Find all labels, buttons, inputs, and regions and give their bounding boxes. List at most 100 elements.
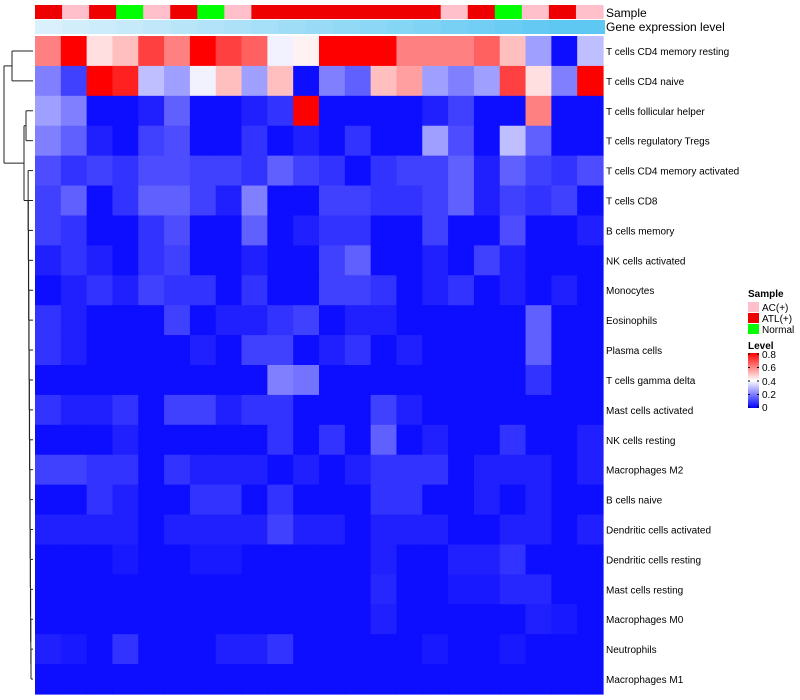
sample-annotation-cell: [467, 5, 496, 19]
heatmap-cell: [293, 484, 320, 516]
heatmap-cell: [35, 305, 62, 336]
heatmap-cell: [525, 424, 552, 456]
sample-annotation-cell: [332, 5, 361, 19]
legend-level-title: Level: [748, 341, 774, 352]
heatmap-cell: [112, 36, 139, 67]
expression-annotation-cell: [89, 20, 117, 34]
heatmap-cell: [525, 394, 552, 426]
heatmap-cell: [241, 36, 268, 67]
heatmap-cell: [138, 215, 165, 246]
heatmap-cell: [241, 95, 268, 127]
sample-annotation-cell: [548, 5, 577, 19]
heatmap-cell: [577, 95, 604, 127]
heatmap-cell: [525, 95, 552, 127]
expression-annotation-cell: [467, 20, 496, 34]
heatmap-cell: [164, 394, 191, 426]
heatmap-cell: [112, 454, 139, 486]
heatmap-cell: [164, 365, 191, 396]
heatmap-cell: [215, 424, 243, 456]
heatmap-cell: [525, 275, 552, 306]
heatmap-cell: [448, 454, 475, 486]
heatmap-cell: [138, 664, 165, 695]
legend-swatch-ac: [748, 302, 759, 312]
heatmap-cell: [35, 125, 62, 157]
heatmap-cell: [344, 335, 372, 366]
heatmap-cell: [267, 215, 294, 246]
heatmap-cell: [60, 245, 88, 276]
heatmap-cell: [344, 424, 372, 456]
heatmap-cell: [551, 215, 578, 246]
heatmap-cell: [448, 424, 475, 456]
heatmap-cell: [370, 514, 398, 546]
heatmap-cell: [60, 155, 88, 187]
heatmap-cell: [344, 275, 372, 306]
heatmap-cell: [293, 514, 320, 546]
heatmap-cell: [60, 365, 88, 396]
heatmap-cell: [164, 544, 191, 575]
expression-annotation-cell: [548, 20, 577, 34]
heatmap-cell: [396, 484, 423, 516]
heatmap-cell: [319, 604, 346, 635]
heatmap-cell: [370, 664, 398, 695]
heatmap-cell: [499, 394, 527, 426]
heatmap-cell: [319, 215, 346, 246]
heatmap-cell: [267, 574, 294, 605]
expression-annotation-cell: [440, 20, 469, 34]
heatmap-cell: [577, 335, 604, 366]
heatmap-cell: [293, 634, 320, 665]
heatmap-cell: [112, 215, 139, 246]
expression-annotation-cell: [197, 20, 225, 34]
expression-annotation-cell: [224, 20, 252, 34]
heatmap-cell: [86, 36, 114, 67]
heatmap-cell: [370, 65, 398, 97]
heatmap-cell: [396, 424, 423, 456]
heatmap-cell: [241, 664, 268, 695]
heatmap-cell: [396, 275, 423, 306]
heatmap-cell: [396, 245, 423, 276]
heatmap-cell: [112, 275, 139, 306]
heatmap-cell: [344, 394, 372, 426]
heatmap-cell: [138, 394, 165, 426]
heatmap-cell: [525, 574, 552, 605]
heatmap-cell: [293, 95, 320, 127]
heatmap-cell: [267, 484, 294, 516]
heatmap-cell: [293, 664, 320, 695]
heatmap-cell: [344, 305, 372, 336]
heatmap-cell: [448, 335, 475, 366]
heatmap-cell: [35, 484, 62, 516]
heatmap-cell: [138, 514, 165, 546]
heatmap-cell: [189, 484, 217, 516]
legend-color-bar: [748, 353, 759, 408]
heatmap-cell: [241, 125, 268, 157]
heatmap-cell: [241, 544, 268, 575]
heatmap-cell: [215, 634, 243, 665]
heatmap-cell: [86, 484, 114, 516]
heatmap-cell: [189, 305, 217, 336]
heatmap-cell: [370, 155, 398, 187]
heatmap-cell: [112, 335, 139, 366]
heatmap-cell: [473, 65, 501, 97]
heatmap-cell: [473, 484, 501, 516]
heatmap-cell: [86, 544, 114, 575]
heatmap-cell: [267, 185, 294, 217]
heatmap-cell: [35, 335, 62, 366]
row-label: T cells CD8: [606, 197, 658, 208]
heatmap-cell: [577, 424, 604, 456]
heatmap-cell: [319, 155, 346, 187]
heatmap-cell: [396, 155, 423, 187]
heatmap-cell: [164, 125, 191, 157]
heatmap-cell: [448, 574, 475, 605]
heatmap-cell: [319, 664, 346, 695]
sample-annotation-cell: [143, 5, 171, 19]
row-label: NK cells resting: [606, 436, 675, 447]
row-label: T cells CD4 memory activated: [606, 167, 739, 178]
heatmap-cell: [267, 65, 294, 97]
sample-annotation-cell: [89, 5, 117, 19]
heatmap-cell: [60, 664, 88, 695]
heatmap-cell: [551, 574, 578, 605]
track-label-sample: Sample: [606, 6, 647, 20]
expression-annotation-cell: [575, 20, 604, 34]
heatmap-cell: [35, 245, 62, 276]
heatmap-cell: [267, 125, 294, 157]
heatmap-cell: [422, 664, 449, 695]
